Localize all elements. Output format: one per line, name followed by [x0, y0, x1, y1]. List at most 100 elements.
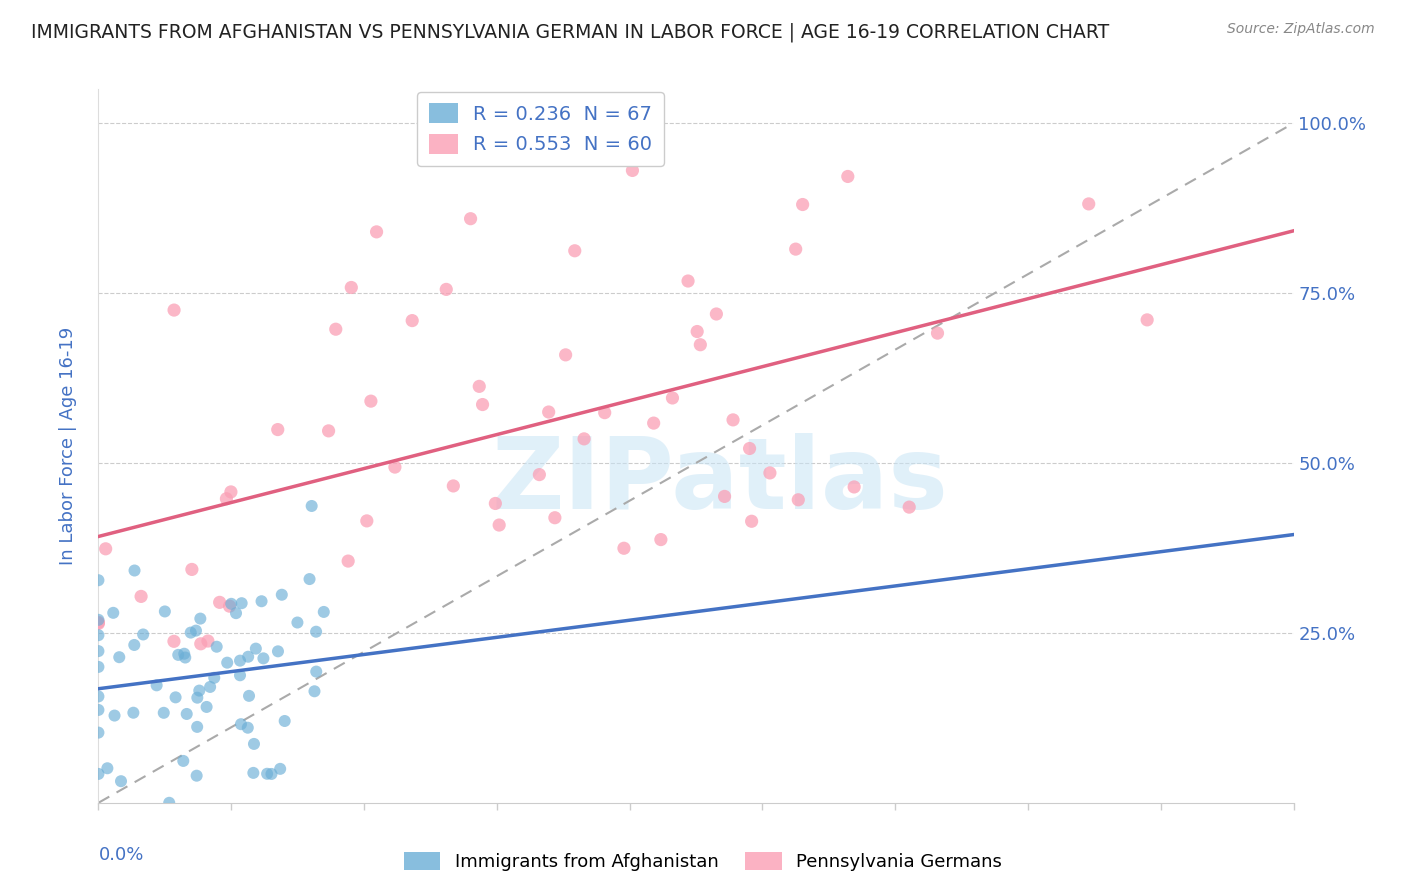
Point: [488, 518, 510, 533]
Point: [87, 660, 110, 674]
Point: [269, 762, 291, 776]
Point: [544, 510, 567, 524]
Point: [145, 678, 167, 692]
Point: [219, 597, 242, 611]
Point: [676, 274, 699, 288]
Point: [202, 671, 225, 685]
Point: [384, 460, 406, 475]
Point: [229, 654, 252, 668]
Point: [340, 280, 363, 294]
Text: ZIPatlas: ZIPatlas: [492, 434, 948, 530]
Point: [87, 628, 110, 642]
Point: [208, 595, 231, 609]
Point: [174, 650, 197, 665]
Point: [741, 514, 763, 528]
Point: [219, 484, 242, 499]
Point: [87, 644, 110, 658]
Point: [613, 541, 636, 556]
Point: [225, 606, 247, 620]
Point: [785, 242, 807, 256]
Point: [270, 588, 292, 602]
Point: [124, 564, 146, 578]
Text: Source: ZipAtlas.com: Source: ZipAtlas.com: [1227, 22, 1375, 37]
Point: [650, 533, 672, 547]
Point: [318, 424, 340, 438]
Point: [87, 615, 110, 630]
Point: [190, 637, 212, 651]
Point: [305, 665, 328, 679]
Point: [87, 573, 110, 587]
Point: [188, 612, 211, 626]
Point: [180, 625, 202, 640]
Point: [103, 708, 125, 723]
Point: [122, 706, 145, 720]
Point: [593, 406, 616, 420]
Point: [87, 703, 110, 717]
Text: 0.0%: 0.0%: [98, 846, 143, 863]
Point: [356, 514, 378, 528]
Point: [713, 490, 735, 504]
Point: [267, 644, 290, 658]
Point: [165, 690, 187, 705]
Point: [304, 684, 326, 698]
Point: [188, 683, 211, 698]
Point: [229, 717, 252, 731]
Point: [124, 638, 146, 652]
Point: [103, 606, 125, 620]
Point: [529, 467, 551, 482]
Point: [176, 706, 198, 721]
Point: [153, 604, 176, 618]
Point: [238, 649, 260, 664]
Point: [844, 480, 866, 494]
Point: [301, 499, 323, 513]
Point: [152, 706, 174, 720]
Point: [236, 721, 259, 735]
Point: [218, 599, 240, 614]
Point: [787, 492, 810, 507]
Point: [87, 690, 110, 704]
Point: [572, 432, 595, 446]
Point: [287, 615, 309, 630]
Point: [186, 720, 208, 734]
Point: [87, 616, 110, 631]
Point: [87, 613, 110, 627]
Point: [554, 348, 576, 362]
Point: [205, 640, 228, 654]
Point: [184, 624, 207, 638]
Point: [460, 211, 482, 226]
Point: [898, 500, 921, 515]
Point: [537, 405, 560, 419]
Point: [564, 244, 586, 258]
Point: [217, 656, 239, 670]
Point: [643, 416, 665, 430]
Point: [468, 379, 491, 393]
Point: [197, 634, 219, 648]
Point: [721, 413, 744, 427]
Point: [243, 737, 266, 751]
Point: [441, 479, 464, 493]
Point: [686, 325, 709, 339]
Point: [927, 326, 949, 340]
Point: [87, 767, 110, 781]
Point: [94, 541, 117, 556]
Point: [273, 714, 295, 728]
Point: [434, 282, 457, 296]
Point: [242, 765, 264, 780]
Text: IMMIGRANTS FROM AFGHANISTAN VS PENNSYLVANIA GERMAN IN LABOR FORCE | AGE 16-19 CO: IMMIGRANTS FROM AFGHANISTAN VS PENNSYLVA…: [31, 22, 1109, 42]
Point: [706, 307, 728, 321]
Point: [759, 466, 782, 480]
Point: [250, 594, 273, 608]
Point: [260, 767, 283, 781]
Point: [163, 303, 186, 318]
Point: [738, 442, 761, 456]
Point: [298, 572, 321, 586]
Point: [471, 398, 494, 412]
Point: [186, 769, 208, 783]
Point: [401, 313, 423, 327]
Point: [689, 337, 711, 351]
Point: [231, 596, 253, 610]
Point: [129, 590, 152, 604]
Point: [305, 624, 328, 639]
Point: [1136, 313, 1159, 327]
Point: [360, 394, 382, 409]
